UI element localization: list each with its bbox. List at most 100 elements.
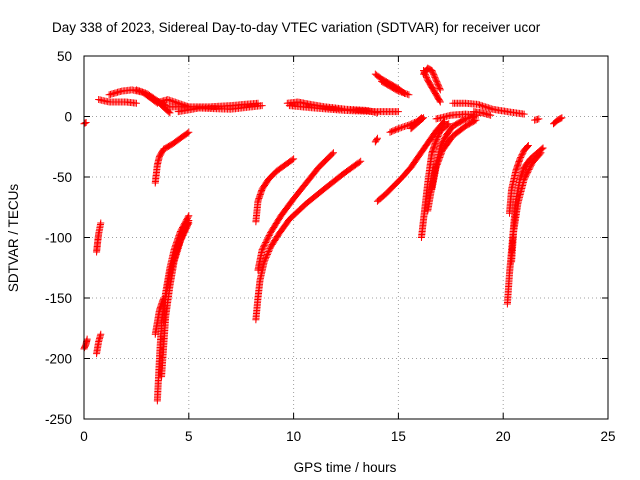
y-tick-label: -250 xyxy=(45,412,72,427)
data-point xyxy=(181,225,189,233)
data-point xyxy=(138,88,146,96)
data-point xyxy=(180,227,188,235)
x-axis-tick-labels: 0 5 10 15 20 25 xyxy=(80,429,615,444)
data-point xyxy=(97,330,105,338)
data-point xyxy=(419,115,427,123)
data-segment xyxy=(252,157,365,324)
data-point xyxy=(436,84,444,92)
data-point xyxy=(397,88,405,96)
data-segment xyxy=(531,115,543,124)
y-axis-tick-labels: 50 0 -50 -100 -150 -200 -250 xyxy=(45,49,72,427)
data-point xyxy=(399,123,407,131)
data-point xyxy=(399,89,407,97)
data-point xyxy=(471,117,479,125)
data-point xyxy=(400,89,408,97)
data-point xyxy=(167,97,175,105)
y-tick-label: -150 xyxy=(45,291,72,306)
data-point xyxy=(165,96,173,104)
data-segment xyxy=(160,217,193,326)
data-point xyxy=(97,219,105,227)
data-point xyxy=(265,246,273,254)
data-point xyxy=(184,218,192,226)
data-point xyxy=(394,87,402,95)
data-point xyxy=(445,120,453,128)
data-point xyxy=(397,124,405,132)
data-point xyxy=(132,99,140,107)
data-point xyxy=(535,115,543,123)
y-tick-label: 50 xyxy=(57,49,72,64)
data-point xyxy=(373,135,381,143)
data-point xyxy=(536,150,544,158)
data-point xyxy=(185,217,193,225)
data-point xyxy=(180,228,188,236)
data-point xyxy=(134,86,142,94)
data-segment xyxy=(95,96,140,107)
data-point xyxy=(290,155,298,163)
data-segment xyxy=(407,114,428,133)
y-tick-label: -100 xyxy=(45,231,72,246)
data-point xyxy=(182,222,190,230)
data-point xyxy=(184,129,192,137)
data-point xyxy=(394,108,402,116)
data-point xyxy=(487,111,495,119)
data-point xyxy=(403,90,411,98)
data-point xyxy=(396,124,404,132)
data-segment xyxy=(151,128,193,187)
data-point xyxy=(179,231,187,239)
data-point xyxy=(328,150,336,158)
data-point xyxy=(184,219,192,227)
data-point xyxy=(400,123,408,131)
data-segment xyxy=(252,155,298,226)
data-point xyxy=(178,232,186,240)
data-segment xyxy=(449,99,528,118)
data-point xyxy=(288,156,296,164)
chart-title: Day 338 of 2023, Sidereal Day-to-day VTE… xyxy=(52,20,541,35)
x-tick-label: 0 xyxy=(80,429,88,444)
x-tick-label: 10 xyxy=(286,429,301,444)
y-tick-label: -50 xyxy=(52,170,72,185)
data-point xyxy=(137,87,145,95)
data-segment xyxy=(503,144,547,308)
data-point xyxy=(436,97,444,105)
data-segment xyxy=(371,134,381,146)
data-point xyxy=(402,122,410,130)
data-point xyxy=(179,230,187,238)
data-segment xyxy=(80,119,90,128)
data-segment xyxy=(174,102,266,116)
data-point xyxy=(83,335,91,343)
data-point xyxy=(558,114,566,122)
data-point xyxy=(357,157,365,165)
data-point xyxy=(185,128,193,136)
data-point xyxy=(537,149,545,157)
data-point xyxy=(263,250,271,258)
x-tick-label: 20 xyxy=(496,429,511,444)
data-point xyxy=(393,125,401,133)
y-tick-label: 0 xyxy=(64,110,72,125)
data-point xyxy=(524,143,532,151)
data-point xyxy=(472,116,480,124)
axis-ticks xyxy=(83,55,609,420)
data-point xyxy=(444,121,452,129)
data-segment xyxy=(285,102,402,116)
data-point xyxy=(436,86,444,94)
y-axis-label: SDTVAR / TECUs xyxy=(6,184,21,293)
data-segment xyxy=(254,149,337,274)
x-tick-label: 25 xyxy=(600,429,615,444)
data-point xyxy=(436,98,444,106)
data-point xyxy=(539,144,547,152)
data-point xyxy=(265,248,273,256)
data-segment xyxy=(428,116,480,193)
data-point xyxy=(182,224,190,232)
data-segment xyxy=(424,113,478,215)
data-point xyxy=(135,87,143,95)
data-segment xyxy=(386,114,425,136)
data-point xyxy=(264,249,272,257)
x-tick-label: 5 xyxy=(185,429,193,444)
data-segment xyxy=(550,114,566,128)
data-segment xyxy=(505,142,532,217)
data-point xyxy=(394,125,402,133)
data-segment xyxy=(93,330,105,358)
data-point xyxy=(402,90,410,98)
data-point xyxy=(538,145,546,153)
y-tick-label: -200 xyxy=(45,352,72,367)
